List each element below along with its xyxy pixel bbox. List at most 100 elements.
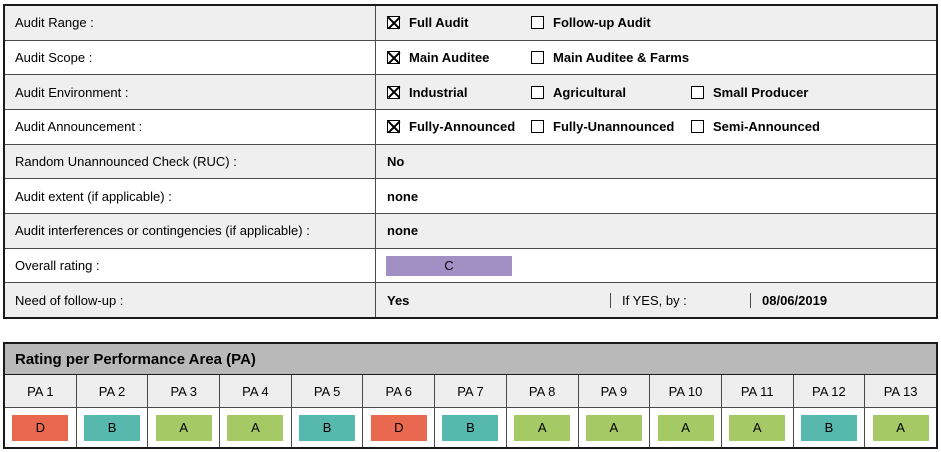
overall-rating-cell: C [376,249,936,283]
option-label: Fully-Announced [409,119,516,135]
row-label: Audit interferences or contingencies (if… [5,214,376,248]
table-row-audit-announcement: Audit Announcement : Fully-Announced Ful… [5,109,936,144]
pa-column-header: PA 13 [883,383,918,399]
pa-rating-cell: A [865,408,936,447]
option-label: Agricultural [553,84,626,100]
rating-badge: D [12,414,69,441]
table-row-ruc: Random Unannounced Check (RUC) : No [5,143,936,179]
pa-column-header: PA 5 [292,375,364,407]
overall-rating-badge: C [386,255,512,276]
row-options: Fully-Announced Fully-Unannounced Semi-A… [376,110,936,144]
option-agricultural[interactable]: Agricultural [531,85,691,100]
pa-rating-cell: B [77,408,149,447]
row-options: Full Audit Follow-up Audit [376,6,936,40]
checkbox-icon[interactable] [387,85,400,99]
option-label: Small Producer [713,84,809,100]
follow-up-value: Yes [387,292,410,308]
pa-column-header: PA 9 [579,375,651,407]
option-semi-announced[interactable]: Semi-Announced [691,119,820,134]
option-label: Follow-up Audit [553,15,651,31]
row-options: Main Auditee Main Auditee & Farms [376,41,936,75]
pa-column-header: PA 2 [77,375,149,407]
rating-badge: B [442,414,499,441]
row-label: Audit Scope : [5,40,376,75]
pa-column-header: PA 8 [507,375,579,407]
pa-rating-table: Rating per Performance Area (PA) PA 1 PA … [3,342,938,449]
option-full-audit[interactable]: Full Audit [387,15,531,30]
pa-column-header: PA 1 [5,375,77,407]
table-row-audit-interferences: Audit interferences or contingencies (if… [5,213,936,248]
rating-badge: A [155,414,212,441]
ruc-value: No [387,154,405,170]
checkbox-icon[interactable] [531,85,544,99]
pa-rating-cell: A [579,408,651,447]
pa-rating-cell: B [435,408,507,447]
table-row-audit-range: Audit Range : Full Audit Follow-up Audit [5,6,936,40]
rating-badge: A [657,414,714,441]
option-main-auditee[interactable]: Main Auditee [387,50,531,65]
pa-rating-cell: D [363,408,436,447]
table-row-audit-extent: Audit extent (if applicable) : none [5,178,936,214]
row-label: Audit extent (if applicable) : [5,179,376,214]
pa-rating-cell: A [650,408,722,447]
row-label: Audit Announcement : [5,110,376,144]
pa-column-header: PA 10 [650,375,722,407]
option-follow-up-audit[interactable]: Follow-up Audit [531,15,691,30]
rating-badge: A [872,414,929,441]
audit-extent-value: none [387,188,419,204]
row-options: Industrial Agricultural Small Producer [376,75,936,109]
row-label: Need of follow-up : [5,283,376,318]
rating-badge: B [299,414,356,441]
follow-up-date: 08/06/2019 [750,292,936,308]
table-row-audit-scope: Audit Scope : Main Auditee Main Auditee … [5,39,936,75]
pa-rating-cell: A [722,408,794,447]
rating-badge: A [729,414,786,441]
audit-interferences-value: none [387,223,419,239]
pa-rating-cell: B [794,408,866,447]
row-label: Random Unannounced Check (RUC) : [5,144,376,179]
if-yes-label: If YES, by : [610,292,750,308]
checkbox-icon[interactable] [387,120,400,134]
pa-rating-cell: D [5,408,77,447]
pa-column-header: PA 4 [220,375,292,407]
table-row-audit-environment: Audit Environment : Industrial Agricultu… [5,74,936,110]
option-fully-announced[interactable]: Fully-Announced [387,119,531,134]
option-industrial[interactable]: Industrial [387,85,531,100]
pa-rating-cell: A [148,408,221,447]
checkbox-icon[interactable] [531,120,544,134]
option-label: Full Audit [409,15,469,31]
checkbox-icon[interactable] [691,120,704,134]
rating-badge: A [585,414,642,441]
rating-badge: B [800,414,857,441]
pa-column-header: PA 7 [435,375,507,407]
option-label: Main Auditee [409,50,490,65]
pa-column-header: PA 12 [794,375,866,407]
checkbox-icon[interactable] [691,85,704,99]
pa-column-header: PA 11 [722,375,794,407]
row-label: Audit Range : [5,6,376,40]
pa-header-row: PA 1 PA 2 PA 3 PA 4 PA 5 PA 6 PA 7 PA 8 PA 9 PA 1… [5,375,936,408]
follow-up-cells: Yes If YES, by : 08/06/2019 [376,283,936,317]
option-label: Industrial [409,84,468,100]
rating-badge: A [227,414,284,441]
checkbox-icon[interactable] [387,16,400,30]
pa-rating-cell: A [220,408,292,447]
checkbox-icon[interactable] [531,51,544,64]
rating-badge: A [514,414,571,441]
option-label: Fully-Unannounced [553,119,675,135]
pa-column-header: PA 3 [148,375,221,407]
pa-rating-cell: B [292,408,364,447]
option-main-auditee-farms[interactable]: Main Auditee & Farms [531,50,691,65]
checkbox-icon[interactable] [531,16,544,30]
rating-badge: B [84,414,141,441]
row-label: Overall rating : [5,248,376,283]
option-label: Semi-Announced [713,119,820,135]
option-fully-unannounced[interactable]: Fully-Unannounced [531,119,691,134]
option-small-producer[interactable]: Small Producer [691,85,808,100]
pa-rating-cell: A [507,408,579,447]
checkbox-icon[interactable] [387,51,400,64]
table-row-need-follow-up: Need of follow-up : Yes If YES, by : 08/… [5,282,936,318]
row-label: Audit Environment : [5,75,376,110]
table-row-overall-rating: Overall rating : C [5,247,936,283]
